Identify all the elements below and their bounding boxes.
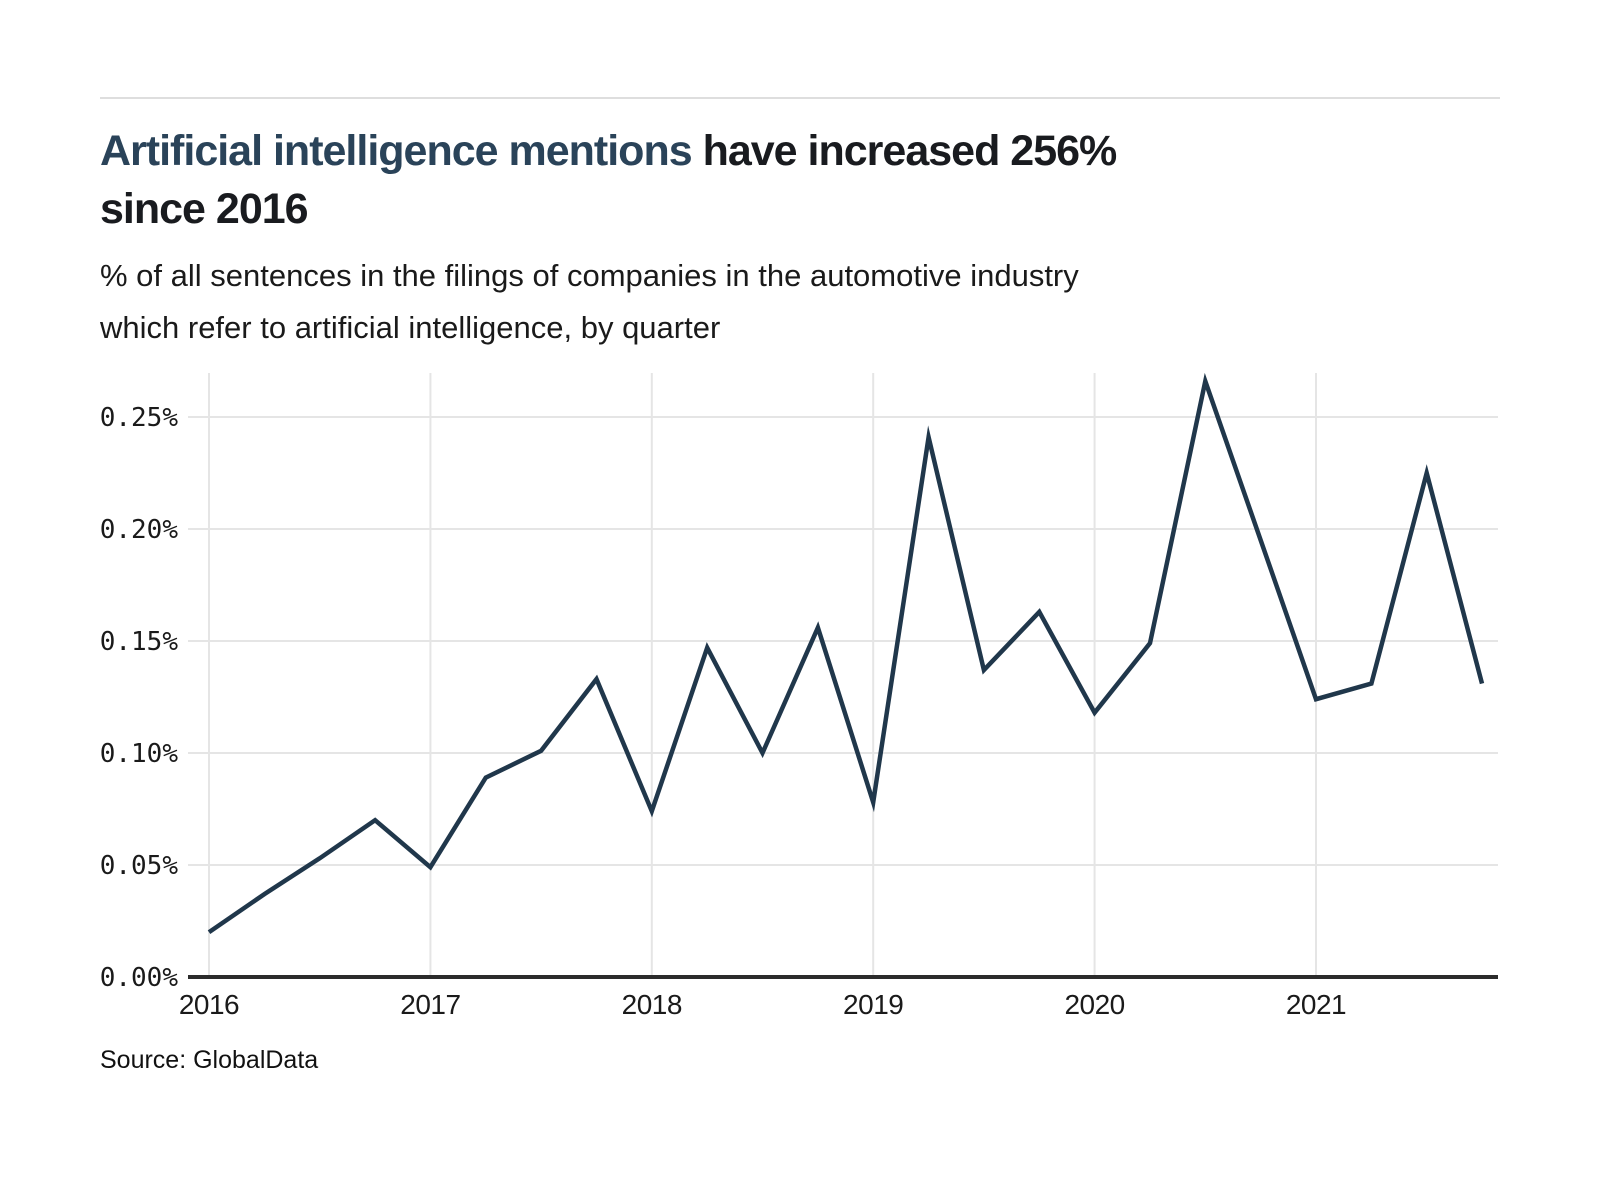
- y-axis-tick-label: 0.20%: [100, 515, 179, 545]
- x-axis-tick-label: 2020: [1064, 989, 1124, 1020]
- line-chart: 0.00% 0.05% 0.10% 0.15% 0.20% 0.25% 2016 2017 20…: [100, 372, 1498, 1020]
- page-title-highlight: Artificial intelligence mentions: [100, 127, 693, 175]
- x-axis-tick-label: 2019: [843, 989, 903, 1020]
- y-axis-tick-label: 0.10%: [100, 739, 179, 769]
- chart-area: 0.00% 0.05% 0.10% 0.15% 0.20% 0.25% 2016 2017 20…: [0, 360, 1600, 1040]
- x-axis-tick-label: 2018: [622, 989, 682, 1020]
- y-axis-tick-label: 0.25%: [100, 403, 179, 433]
- y-axis-tick-label: 0.05%: [100, 851, 179, 881]
- x-axis-tick-label: 2021: [1286, 989, 1346, 1020]
- page-title-rest: have increased 256%: [691, 127, 1118, 175]
- data-line: [207, 372, 1485, 935]
- chart-subtitle: % of all sentences in the filings of com…: [100, 250, 1520, 354]
- page-title: Artificial intelligence mentions have in…: [100, 122, 1520, 238]
- y-axis-tick-label: 0.15%: [100, 627, 179, 657]
- y-axis-tick-label: 0.00%: [100, 963, 179, 993]
- page-title-line2: since 2016: [100, 185, 309, 233]
- chart-subtitle-line1: % of all sentences in the filings of com…: [100, 258, 1079, 293]
- top-divider: [100, 97, 1500, 99]
- source-credit: Source: GlobalData: [100, 1046, 319, 1074]
- chart-subtitle-line2: which refer to artificial intelligence, …: [100, 310, 721, 345]
- x-axis-tick-label: 2016: [179, 989, 239, 1020]
- x-axis-tick-label: 2017: [400, 989, 460, 1020]
